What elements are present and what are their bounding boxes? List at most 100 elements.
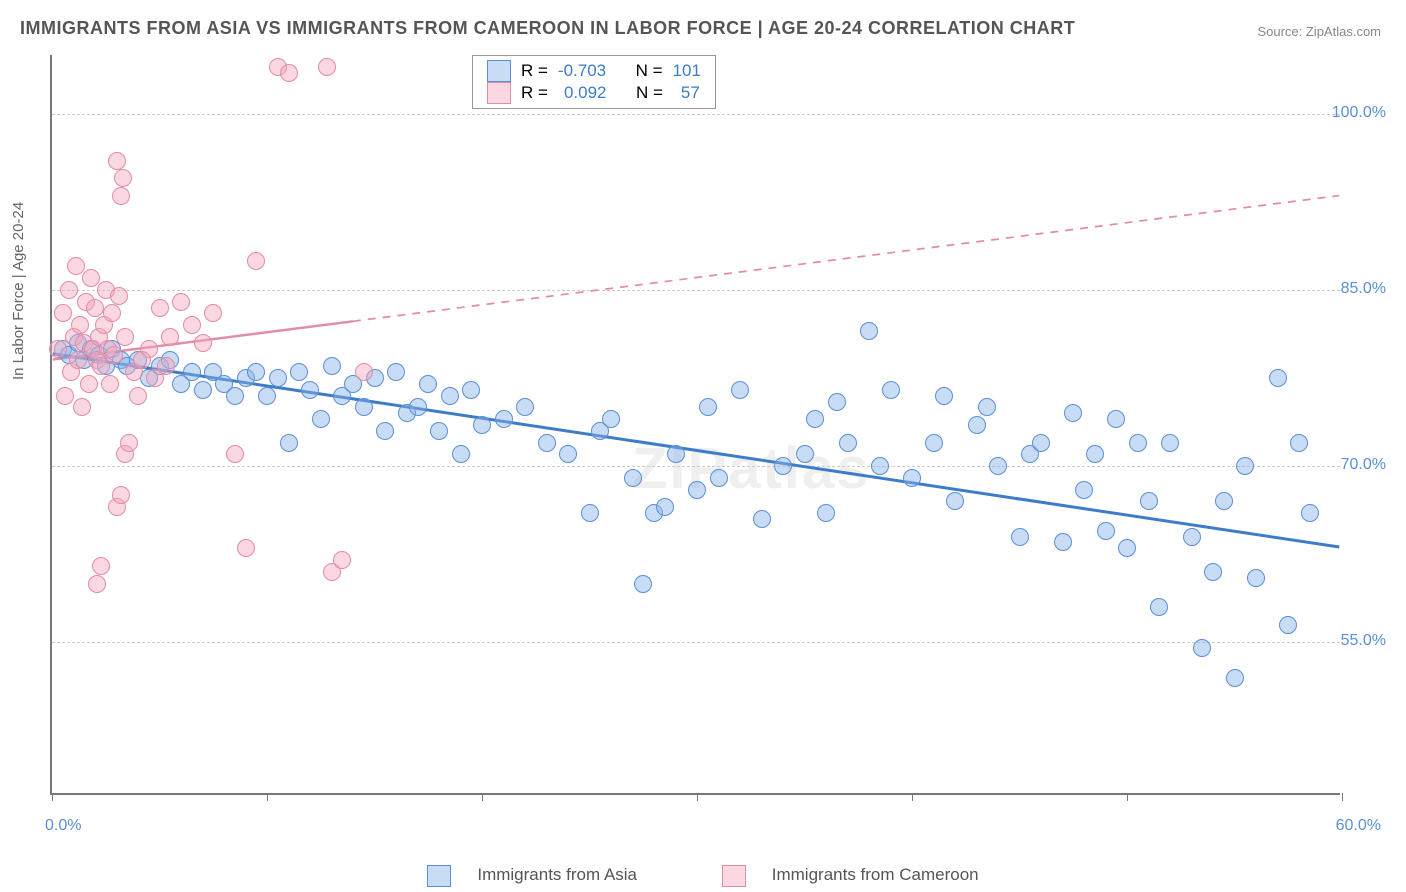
data-point xyxy=(333,551,351,569)
n-label: N = xyxy=(636,61,663,81)
data-point xyxy=(1086,445,1104,463)
legend-item-asia: Immigrants from Asia xyxy=(407,865,657,884)
plot-area: ZIPatlas R = -0.703 N = 101 R = 0.092 N … xyxy=(50,55,1340,795)
data-point xyxy=(1161,434,1179,452)
data-point xyxy=(112,187,130,205)
xtick-mark xyxy=(697,793,698,801)
data-point xyxy=(860,322,878,340)
swatch-asia xyxy=(487,60,511,82)
data-point xyxy=(323,357,341,375)
data-point xyxy=(247,363,265,381)
data-point xyxy=(133,351,151,369)
data-point xyxy=(1226,669,1244,687)
data-point xyxy=(108,152,126,170)
data-point xyxy=(92,557,110,575)
data-point xyxy=(376,422,394,440)
data-point xyxy=(114,169,132,187)
data-point xyxy=(355,363,373,381)
data-point xyxy=(56,387,74,405)
chart-title: IMMIGRANTS FROM ASIA VS IMMIGRANTS FROM … xyxy=(20,18,1075,39)
r-label: R = xyxy=(521,61,548,81)
data-point xyxy=(280,434,298,452)
data-point xyxy=(1075,481,1093,499)
gridline xyxy=(52,290,1340,291)
data-point xyxy=(968,416,986,434)
n-label: N = xyxy=(636,83,663,103)
data-point xyxy=(204,304,222,322)
data-point xyxy=(1054,533,1072,551)
data-point xyxy=(871,457,889,475)
data-point xyxy=(946,492,964,510)
data-point xyxy=(151,299,169,317)
trendlines xyxy=(52,55,1340,793)
chart-container: IMMIGRANTS FROM ASIA VS IMMIGRANTS FROM … xyxy=(0,0,1406,892)
data-point xyxy=(226,445,244,463)
data-point xyxy=(105,346,123,364)
data-point xyxy=(419,375,437,393)
data-point xyxy=(441,387,459,405)
data-point xyxy=(462,381,480,399)
data-point xyxy=(473,416,491,434)
data-point xyxy=(1097,522,1115,540)
data-point xyxy=(71,316,89,334)
data-point xyxy=(355,398,373,416)
data-point xyxy=(925,434,943,452)
data-point xyxy=(1193,639,1211,657)
data-point xyxy=(516,398,534,416)
data-point xyxy=(828,393,846,411)
data-point xyxy=(978,398,996,416)
data-point xyxy=(1032,434,1050,452)
data-point xyxy=(73,398,91,416)
n-value-asia: 101 xyxy=(673,61,701,81)
data-point xyxy=(1269,369,1287,387)
gridline xyxy=(52,114,1340,115)
xtick-mark xyxy=(1127,793,1128,801)
data-point xyxy=(559,445,577,463)
data-point xyxy=(602,410,620,428)
data-point xyxy=(806,410,824,428)
data-point xyxy=(634,575,652,593)
data-point xyxy=(280,64,298,82)
data-point xyxy=(1118,539,1136,557)
data-point xyxy=(1301,504,1319,522)
y-axis-label: In Labor Force | Age 20-24 xyxy=(10,202,27,380)
data-point xyxy=(318,58,336,76)
data-point xyxy=(882,381,900,399)
data-point xyxy=(49,340,67,358)
data-point xyxy=(1290,434,1308,452)
data-point xyxy=(290,363,308,381)
data-point xyxy=(116,328,134,346)
data-point xyxy=(699,398,717,416)
data-point xyxy=(1011,528,1029,546)
ytick-label: 70.0% xyxy=(1341,456,1386,474)
data-point xyxy=(656,498,674,516)
data-point xyxy=(301,381,319,399)
legend-item-cameroon: Immigrants from Cameroon xyxy=(702,865,999,884)
ytick-label: 100.0% xyxy=(1332,104,1386,122)
data-point xyxy=(839,434,857,452)
data-point xyxy=(903,469,921,487)
swatch-asia-icon xyxy=(427,865,451,887)
data-point xyxy=(774,457,792,475)
data-point xyxy=(1129,434,1147,452)
data-point xyxy=(112,486,130,504)
data-point xyxy=(1183,528,1201,546)
data-point xyxy=(54,304,72,322)
data-point xyxy=(157,357,175,375)
xtick-label-max: 60.0% xyxy=(1336,817,1381,835)
data-point xyxy=(183,363,201,381)
data-point xyxy=(194,334,212,352)
data-point xyxy=(172,293,190,311)
data-point xyxy=(258,387,276,405)
data-point xyxy=(69,351,87,369)
r-value-cameroon: 0.092 xyxy=(558,83,607,103)
data-point xyxy=(1247,569,1265,587)
data-point xyxy=(581,504,599,522)
r-label: R = xyxy=(521,83,548,103)
xtick-mark xyxy=(52,793,53,801)
data-point xyxy=(120,434,138,452)
data-point xyxy=(86,299,104,317)
data-point xyxy=(161,328,179,346)
data-point xyxy=(796,445,814,463)
legend-row-asia: R = -0.703 N = 101 xyxy=(487,60,701,82)
